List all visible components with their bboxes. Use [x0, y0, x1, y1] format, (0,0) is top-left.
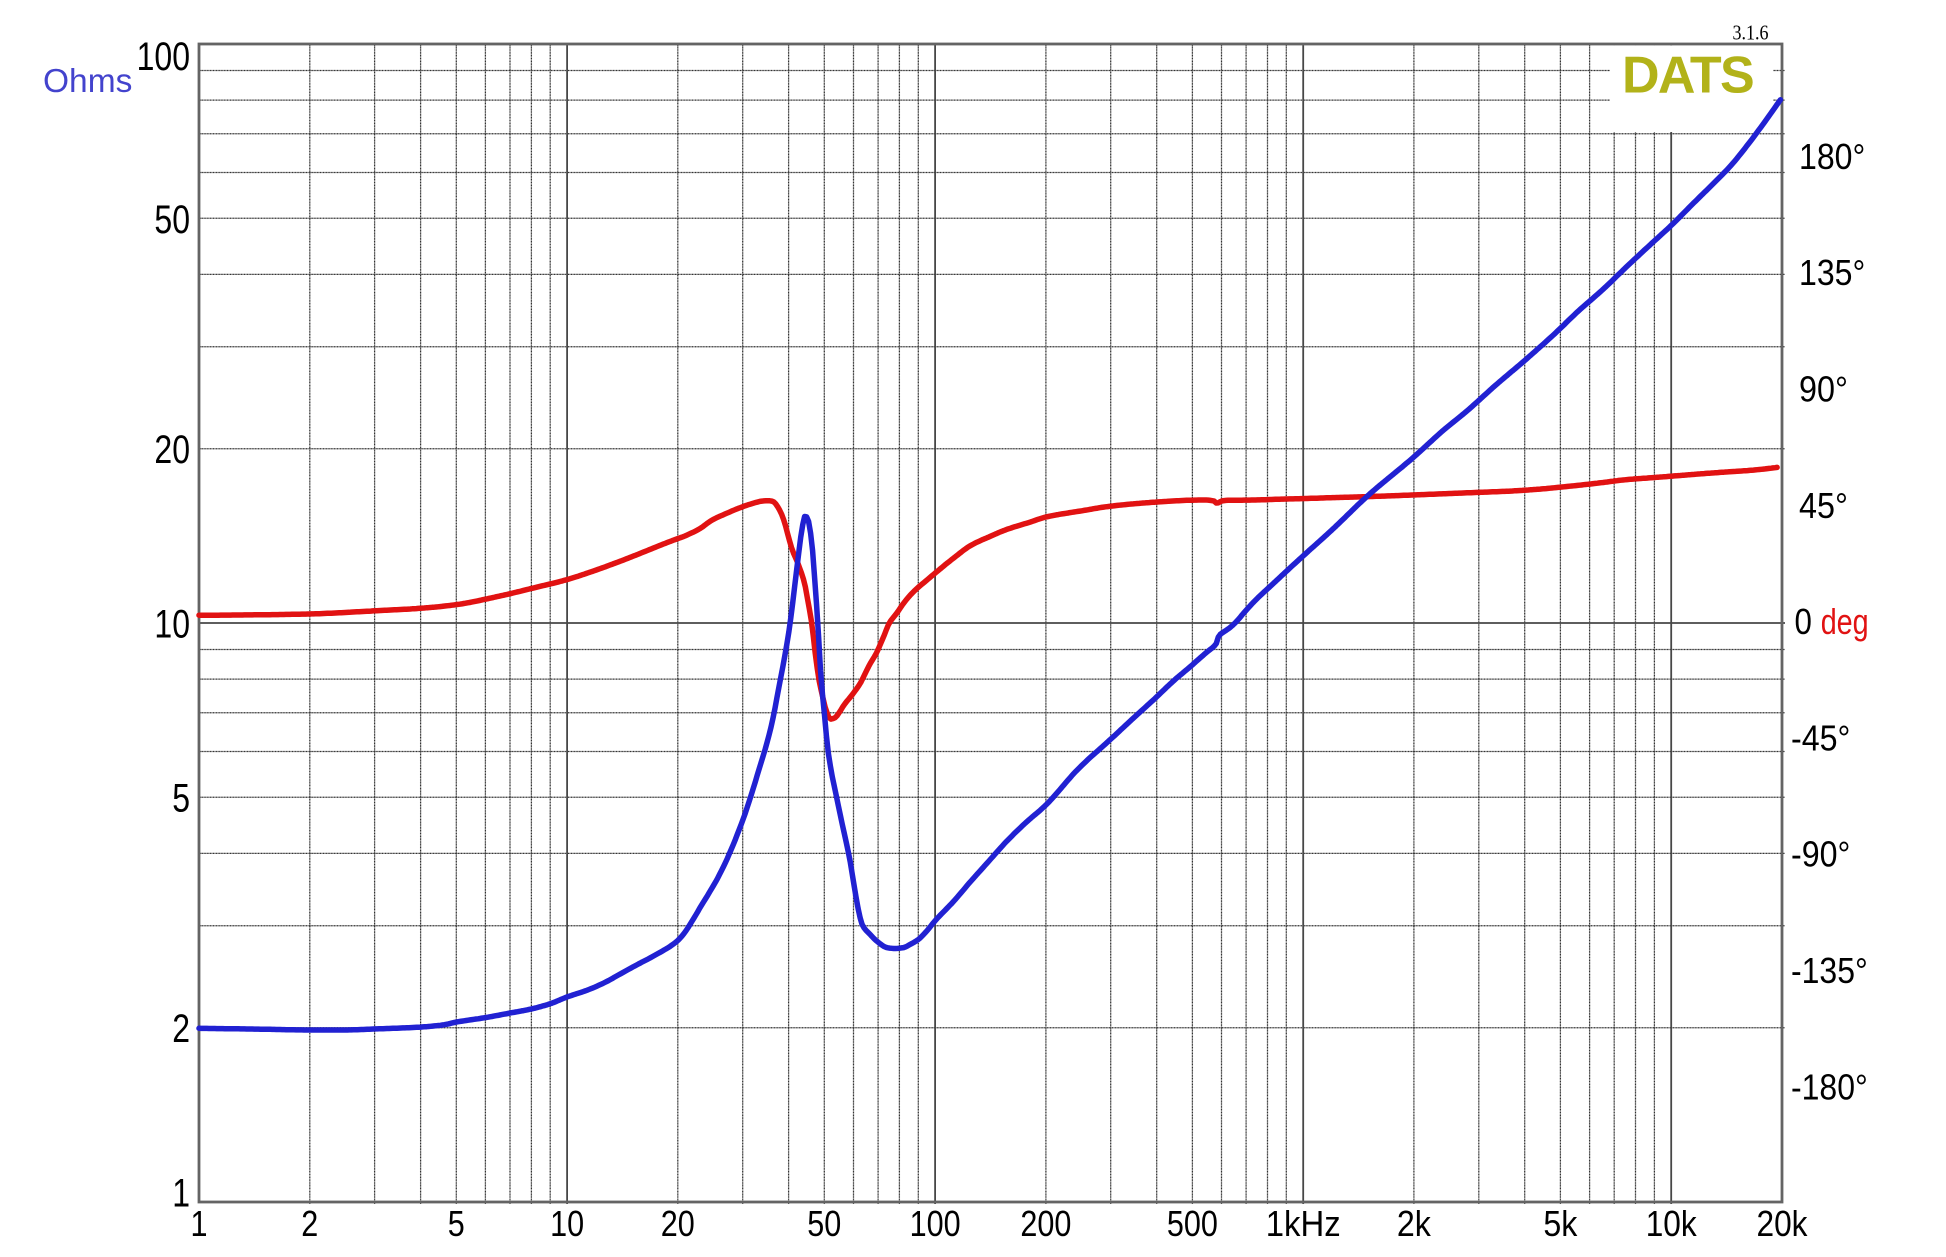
svg-text:200: 200 [1020, 1203, 1071, 1244]
svg-text:-135°: -135° [1791, 950, 1868, 991]
svg-text:-45°: -45° [1791, 717, 1850, 758]
svg-text:500: 500 [1167, 1203, 1218, 1244]
svg-text:0: 0 [1795, 601, 1812, 642]
svg-text:1kHz: 1kHz [1266, 1203, 1341, 1244]
svg-text:2: 2 [301, 1203, 318, 1244]
svg-text:20: 20 [154, 428, 190, 472]
svg-text:50: 50 [807, 1203, 841, 1244]
svg-text:180°: 180° [1799, 136, 1865, 177]
svg-text:50: 50 [154, 198, 190, 242]
svg-text:2: 2 [172, 1007, 190, 1051]
svg-text:Ohms: Ohms [43, 63, 132, 100]
svg-text:2k: 2k [1397, 1203, 1432, 1244]
svg-text:90°: 90° [1799, 369, 1848, 410]
svg-text:20k: 20k [1757, 1203, 1809, 1244]
svg-text:10: 10 [154, 602, 190, 646]
svg-text:5k: 5k [1543, 1203, 1578, 1244]
svg-text:-180°: -180° [1791, 1066, 1868, 1107]
svg-text:3.1.6: 3.1.6 [1733, 21, 1769, 45]
svg-text:10k: 10k [1646, 1203, 1698, 1244]
svg-text:5: 5 [448, 1203, 465, 1244]
svg-text:45°: 45° [1799, 485, 1848, 526]
svg-text:-90°: -90° [1791, 834, 1850, 875]
svg-text:deg: deg [1821, 601, 1869, 642]
svg-text:10: 10 [550, 1203, 584, 1244]
svg-text:20: 20 [661, 1203, 695, 1244]
svg-text:1: 1 [172, 1171, 190, 1215]
svg-text:100: 100 [910, 1203, 961, 1244]
svg-text:100: 100 [137, 35, 190, 79]
svg-text:1: 1 [191, 1203, 208, 1244]
svg-text:5: 5 [172, 777, 190, 821]
svg-text:135°: 135° [1799, 252, 1865, 293]
svg-text:DATS: DATS [1622, 47, 1753, 105]
